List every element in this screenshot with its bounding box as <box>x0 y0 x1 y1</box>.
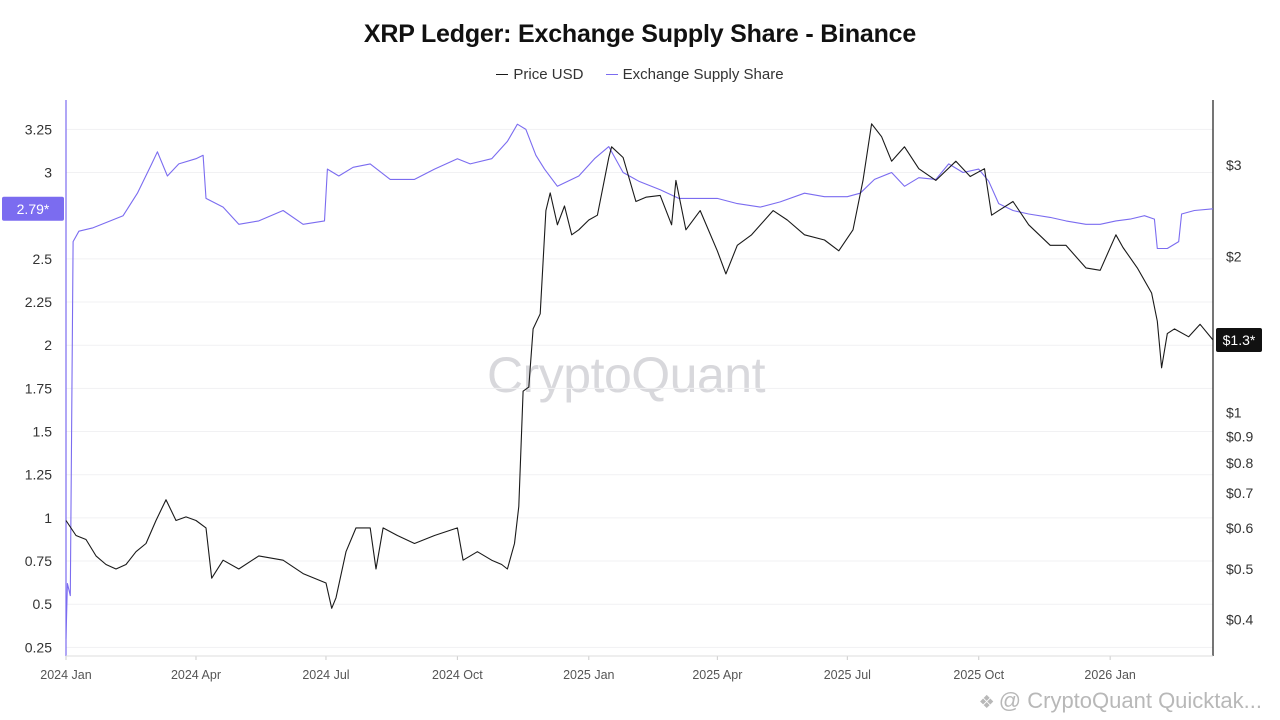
footer-credit-text: @ CryptoQuant Quicktak... <box>998 688 1262 713</box>
watermark: CryptoQuant <box>487 347 765 403</box>
x-tick-label: 2024 Jul <box>302 668 349 682</box>
y-left-tick-label: 2.25 <box>25 294 52 310</box>
y-right-tick-label: $0.9 <box>1226 428 1253 444</box>
y-left-tick-label: 0.5 <box>33 596 53 612</box>
x-tick-label: 2024 Oct <box>432 668 483 682</box>
y-left-tick-label: 1.25 <box>25 467 52 483</box>
current-value-label-left: 2.79* <box>17 201 50 217</box>
y-right-tick-label: $0.4 <box>1226 611 1253 627</box>
y-right-tick-label: $3 <box>1226 157 1242 173</box>
y-right-tick-label: $2 <box>1226 248 1242 264</box>
legend-swatch-exchange-supply-share <box>605 73 618 75</box>
current-value-label-right: $1.3* <box>1223 332 1256 348</box>
series-line-exchange-supply-share <box>65 123 1214 639</box>
legend-item-price[interactable]: Price USD <box>496 66 583 83</box>
x-tick-label: 2025 Jul <box>824 668 871 682</box>
y-left-tick-label: 0.75 <box>25 553 52 569</box>
y-left-tick-label: 1.5 <box>33 424 53 440</box>
current-value-badge-right <box>1216 328 1262 353</box>
x-tick-label: 2025 Oct <box>953 668 1004 682</box>
x-tick-label: 2024 Apr <box>171 668 221 682</box>
y-right-tick-label: $0.7 <box>1226 485 1253 501</box>
chart-title: XRP Ledger: Exchange Supply Share - Bina… <box>363 20 917 48</box>
x-tick-label: 2026 Jan <box>1084 668 1135 682</box>
current-value-badge-left <box>2 196 64 221</box>
y-left-tick-label: 1.75 <box>25 380 52 396</box>
x-tick-label: 2025 Apr <box>692 668 742 682</box>
footer-credit: ❖ @ CryptoQuant Quicktak... <box>979 688 1262 714</box>
series-line-price <box>65 123 1214 609</box>
x-tick-label: 2024 Jan <box>40 668 91 682</box>
legend-label-price: Price USD <box>513 65 584 83</box>
legend-label-exchange-supply-share: Exchange Supply Share <box>622 65 784 83</box>
y-right-tick-label: $1 <box>1226 405 1242 421</box>
y-left-tick-label: 3.25 <box>25 121 52 137</box>
legend-swatch-price <box>496 73 509 75</box>
y-left-tick-label: 1 <box>44 510 52 526</box>
legend-item-exchange-supply-share[interactable]: Exchange Supply Share <box>605 65 784 83</box>
x-tick-label: 2025 Jan <box>563 668 614 682</box>
y-left-tick-label: 2 <box>44 337 52 353</box>
y-right-tick-label: $0.6 <box>1226 520 1253 536</box>
y-right-tick-label: $0.8 <box>1226 455 1253 471</box>
y-left-tick-label: 2.5 <box>33 251 53 267</box>
square-logo-icon: ❖ <box>978 692 995 712</box>
y-left-tick-label: 3 <box>44 165 52 181</box>
y-right-tick-label: $0.5 <box>1226 561 1253 577</box>
y-left-tick-label: 0.25 <box>25 639 52 655</box>
legend: Price USD Exchange Supply Share <box>0 62 1280 83</box>
